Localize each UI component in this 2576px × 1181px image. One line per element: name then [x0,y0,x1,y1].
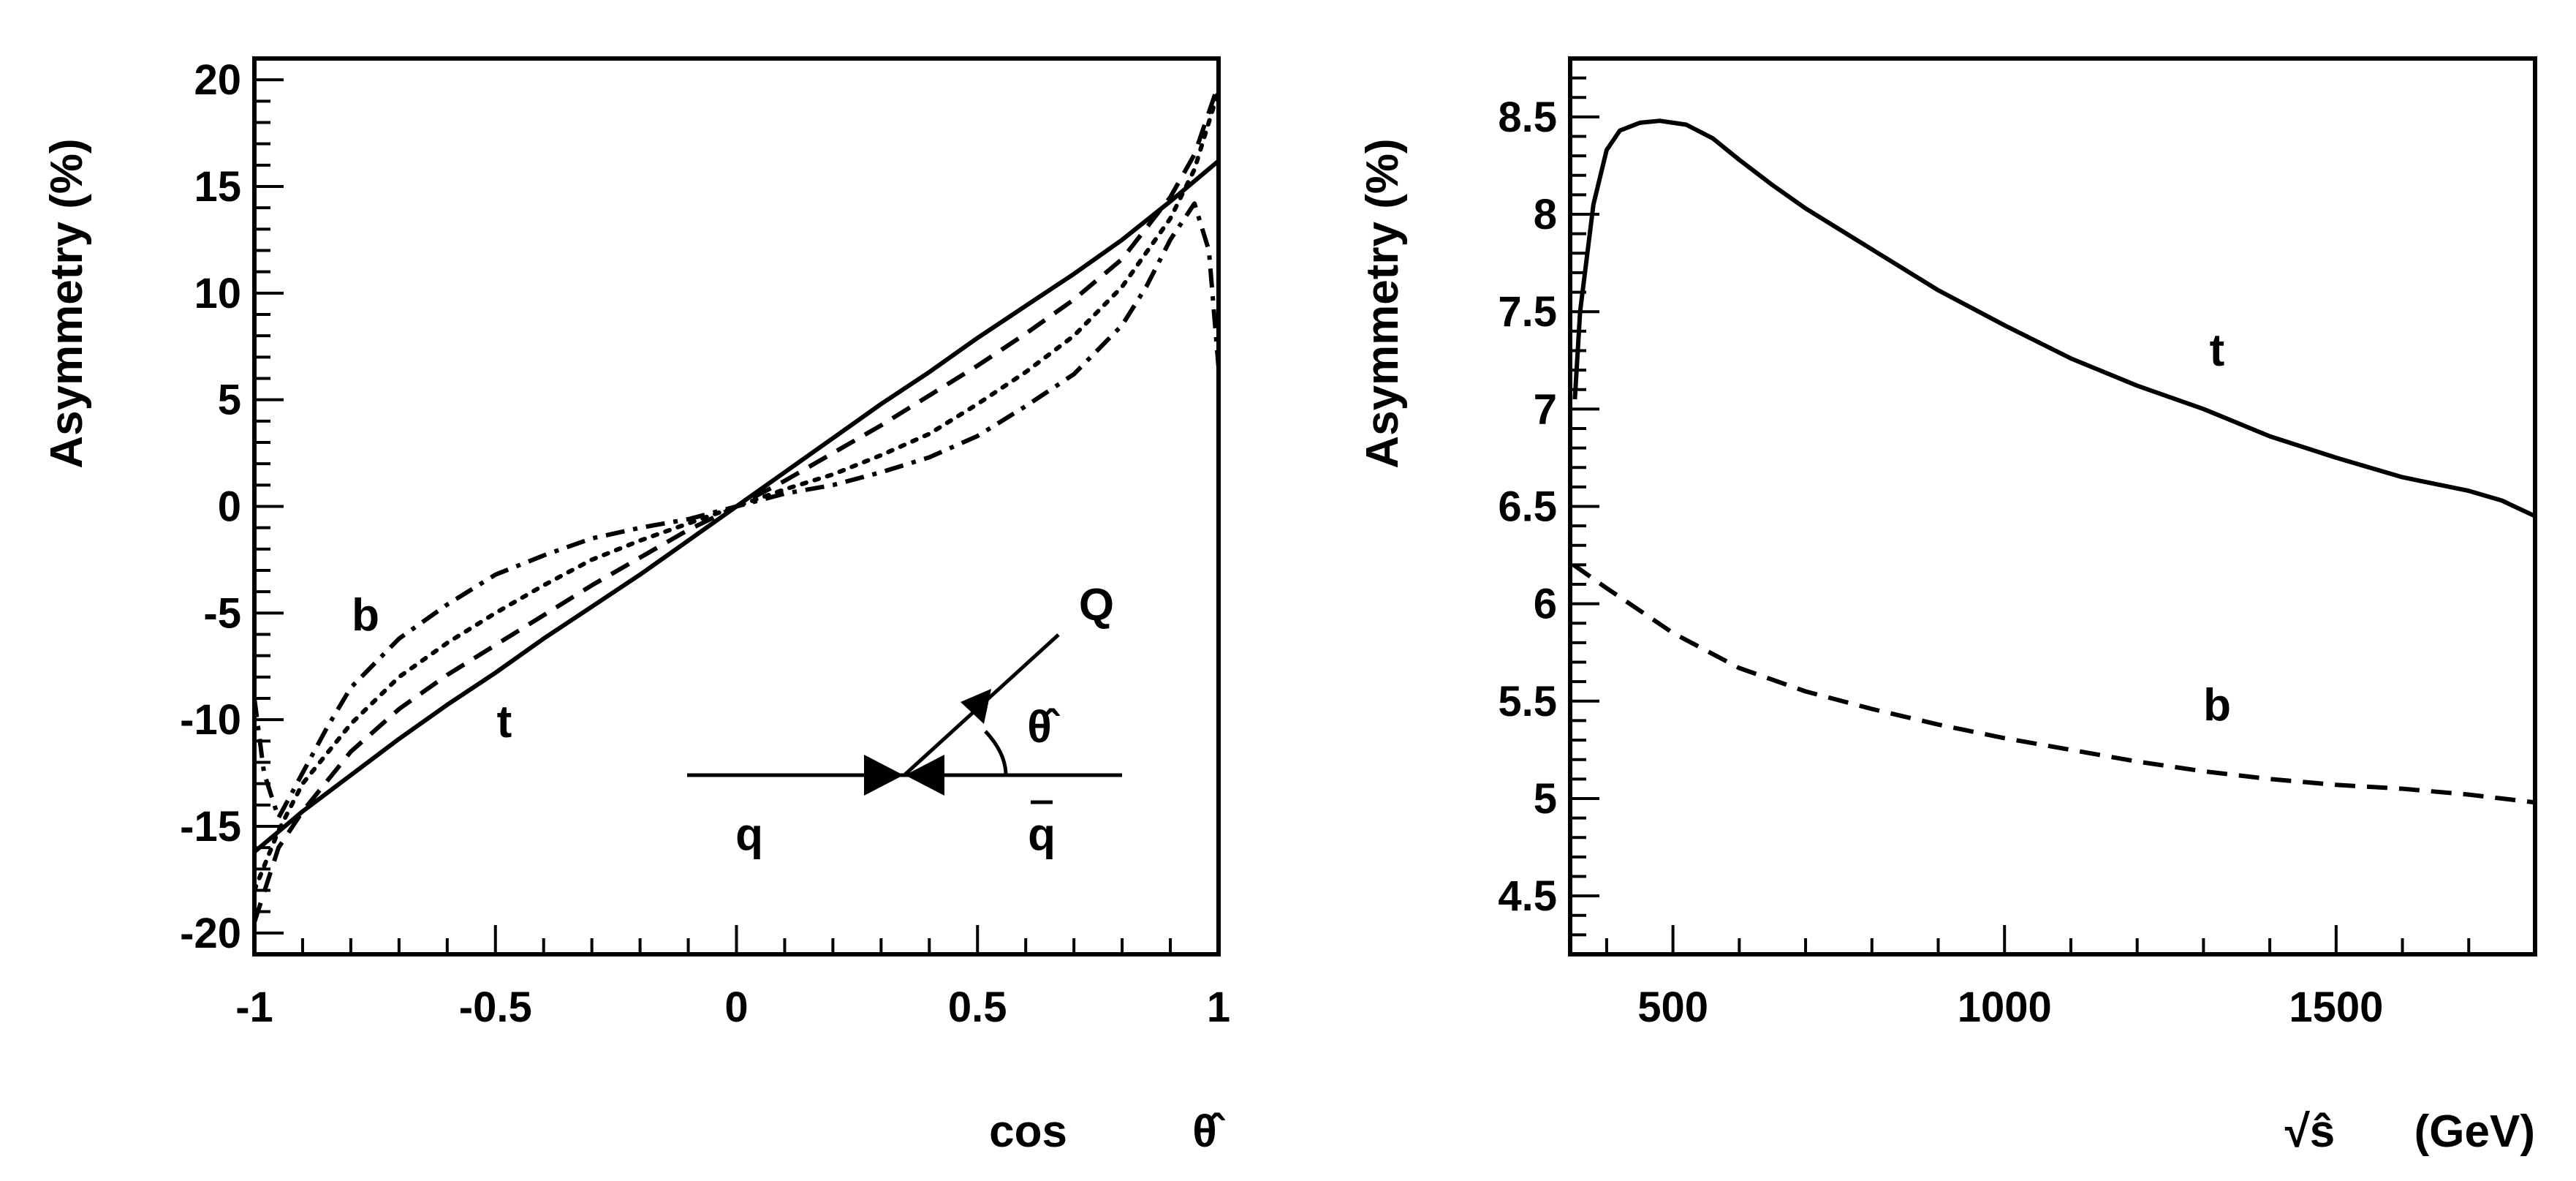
left-y-tick-label: 10 [194,270,241,317]
right-x-tick-label: 1500 [2289,984,2383,1031]
right-x-axis-title: √ŝ (GeV) [2285,1106,2535,1157]
inset-label-q: q [735,810,763,860]
left-curve-label-t: t [497,697,512,747]
inset-label-Q: Q [1079,580,1114,630]
right-y-tick-label: 5 [1534,775,1557,823]
inset-q-arrow [864,755,904,796]
left-y-tick-label: -5 [203,589,241,637]
right-x-tick-label: 1000 [1958,984,2052,1031]
right-y-tick-label: 4.5 [1498,872,1557,920]
left-x-tick-labels: -1 -0.5 0 0.5 1 [235,984,1230,1031]
right-x-axis-title-symbol: √ŝ [2285,1106,2336,1157]
inset-Q-arrow [961,689,991,724]
right-y-tick-label: 5.5 [1498,678,1557,725]
left-y-tick-label: 5 [218,377,241,424]
left-x-tick-label: 1 [1207,984,1230,1031]
left-y-tick-label: 15 [194,163,241,211]
inset-qbar-arrow [905,755,944,796]
left-series-group [252,83,1221,924]
left-x-tick-label: 0 [724,984,748,1031]
right-y-axis-title: Asymmetry (%) [1357,138,1408,468]
right-x-ticks [1605,925,2537,954]
left-y-tick-label: -20 [180,910,241,957]
right-series-t-line [1572,118,2537,518]
right-x-axis-title-text: (GeV) [2414,1106,2535,1157]
left-y-tick-label: 20 [194,56,241,104]
right-chart: 4.5 5 5.5 6 6.5 7 7.5 8 8.5 500 1000 1500 Asymmetr… [1357,56,2537,1157]
right-y-tick-label: 7 [1534,385,1557,433]
left-curve-label-b: b [352,590,379,641]
left-y-tick-label: -10 [180,696,241,744]
right-curve-label-t: t [2210,325,2225,376]
right-y-tick-label: 7.5 [1498,288,1557,336]
inset-angle-arc [984,730,1008,776]
left-x-tick-label: 0.5 [948,984,1007,1031]
right-y-tick-label: 8.5 [1498,94,1557,141]
left-x-tick-label: -0.5 [459,984,532,1031]
right-y-tick-labels: 4.5 5 5.5 6 6.5 7 7.5 8 8.5 [1498,94,1557,920]
right-y-tick-label: 8 [1534,191,1557,238]
left-y-axis-title: Asymmetry (%) [42,138,92,468]
right-series-b-line [1572,562,2536,805]
left-y-tick-label: -15 [180,803,241,850]
left-x-tick-label: -1 [235,984,273,1031]
right-curve-label-b: b [2203,680,2231,731]
left-x-ticks [253,925,1220,954]
right-y-ticks [1570,57,1599,956]
left-y-tick-labels: -20 -15 -10 -5 0 5 10 15 20 [180,56,241,957]
left-x-axis-title-text: cos [989,1106,1067,1157]
left-y-tick-label: 0 [218,483,241,531]
inset-label-qbar: q [1028,810,1056,860]
right-y-tick-label: 6 [1534,581,1557,628]
right-y-tick-label: 6.5 [1498,483,1557,531]
left-series-b-line [252,201,1221,820]
left-series-dotted-line [252,88,1221,893]
right-series-group [1572,118,2537,805]
right-x-tick-labels: 500 1000 1500 [1637,984,2383,1031]
right-x-tick-label: 500 [1637,984,1708,1031]
